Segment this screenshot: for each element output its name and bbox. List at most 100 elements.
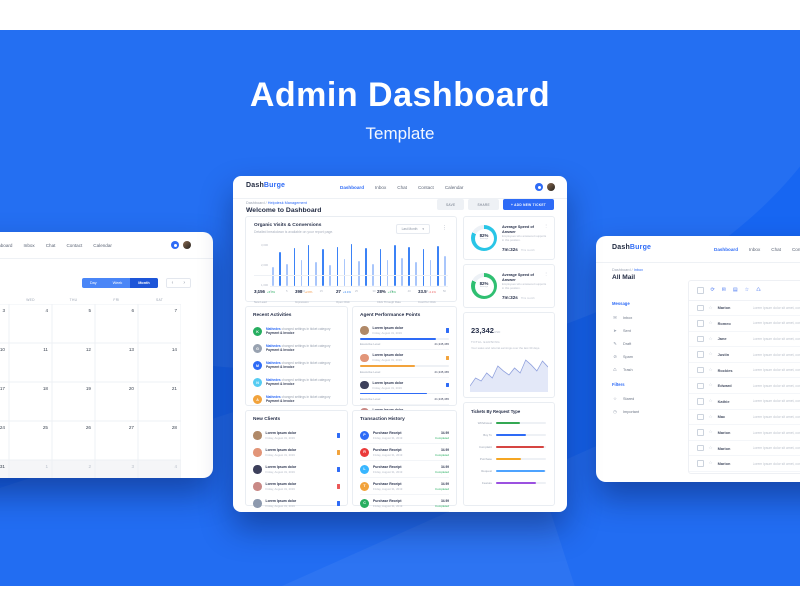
calendar-cell[interactable]: 1 xyxy=(9,460,52,478)
sidebar-item[interactable]: ✎ Draft xyxy=(612,341,678,346)
calendar-cell[interactable]: 27 xyxy=(95,421,138,460)
notification-icon[interactable] xyxy=(535,183,543,191)
nav-dashboard[interactable]: Dashboard xyxy=(340,184,364,190)
row-checkbox[interactable] xyxy=(697,351,704,358)
user-avatar[interactable] xyxy=(547,183,555,191)
sidebar-item[interactable]: ☆ Stared xyxy=(612,396,678,401)
mail-row[interactable]: ☆ Justin Lorem ipsum dolor sit amet, con… xyxy=(689,347,800,363)
nav-inbox[interactable]: Inbox xyxy=(749,246,761,252)
list-item[interactable]: Lorem Ipsum dolor Friday, August 31, 201… xyxy=(360,378,449,405)
nav-contact[interactable]: Contact xyxy=(791,246,800,252)
star-icon[interactable]: ☆ xyxy=(708,304,713,310)
nav-chat[interactable]: Chat xyxy=(45,242,56,248)
list-item[interactable]: Lorem Ipsum dolor Friday, August 31, 201… xyxy=(253,444,340,461)
share-button[interactable]: SHARE xyxy=(468,199,499,210)
calendar-cell[interactable]: 10 xyxy=(0,343,9,382)
row-checkbox[interactable] xyxy=(697,335,704,343)
mail-row[interactable]: ☆ Rockies Lorem ipsum dolor sit amet, co… xyxy=(689,363,800,379)
nav-dashboard[interactable]: Dashboard xyxy=(714,246,738,252)
view-week-button[interactable]: Week xyxy=(112,281,123,285)
list-item[interactable]: N Mathedes changed settings in ticket ca… xyxy=(253,374,340,391)
sidebar-item[interactable]: ⊘ Spam xyxy=(612,354,678,359)
row-checkbox[interactable] xyxy=(697,413,704,421)
add-new-ticket-button[interactable]: + ADD NEW TICKET xyxy=(502,199,554,210)
star-icon[interactable]: ☆ xyxy=(708,320,713,326)
bookmark-icon[interactable] xyxy=(446,355,449,361)
mail-row[interactable]: ☆ Marion Lorem ipsum dolor sit amet, con… xyxy=(689,425,800,441)
nav-chat[interactable]: Chat xyxy=(397,184,407,190)
kebab-menu-icon[interactable]: ⋮ xyxy=(544,271,548,276)
calendar-cell[interactable]: 18 xyxy=(9,382,52,421)
nav-chat[interactable]: Chat xyxy=(771,246,781,252)
kebab-menu-icon[interactable]: ⋮ xyxy=(544,223,548,228)
star-icon[interactable]: ☆ xyxy=(708,382,713,388)
calendar-cell[interactable]: 28 xyxy=(138,421,181,460)
calendar-cell[interactable]: 21 xyxy=(138,382,181,421)
next-month-button[interactable]: › xyxy=(178,279,190,287)
list-item[interactable]: R Purchase Receipt Friday, August 31, 20… xyxy=(360,444,449,461)
trash-icon[interactable]: ♺ xyxy=(756,286,761,293)
folder-icon[interactable]: ▤ xyxy=(732,286,738,293)
sidebar-item[interactable]: ◷ Important xyxy=(612,409,678,414)
star-icon[interactable]: ☆ xyxy=(708,413,713,419)
calendar-cell[interactable]: 31 xyxy=(0,460,9,478)
list-item[interactable]: T Purchase Receipt Friday, August 31, 20… xyxy=(360,478,449,495)
calendar-cell[interactable]: 20 xyxy=(95,382,138,421)
prev-month-button[interactable]: ‹ xyxy=(166,279,179,287)
view-day-button[interactable]: Day xyxy=(89,281,97,285)
mail-row[interactable]: ☆ Edward Lorem ipsum dolor sit amet, con… xyxy=(689,378,800,395)
list-item[interactable]: A Mathedes changed settings in ticket ca… xyxy=(253,391,340,408)
nav-dashboard[interactable]: Dashboard xyxy=(0,242,13,248)
nav-inbox[interactable]: Inbox xyxy=(23,242,35,248)
row-checkbox[interactable] xyxy=(697,366,704,374)
bookmark-icon[interactable] xyxy=(337,484,340,489)
calendar-cell[interactable]: 4 xyxy=(138,460,181,478)
list-item[interactable]: Lorem Ipsum dolor Friday, August 31, 201… xyxy=(253,427,340,444)
mail-row[interactable]: ☆ Marion Lorem ipsum dolor sit amet, con… xyxy=(689,456,800,473)
view-month-button[interactable]: Month xyxy=(130,278,158,288)
row-checkbox[interactable] xyxy=(697,320,704,327)
list-item[interactable]: M Mathedes changed settings in ticket ca… xyxy=(253,357,340,374)
mail-row[interactable]: ☆ Mac Lorem ipsum dolor sit amet, consec… xyxy=(689,410,800,426)
row-checkbox[interactable] xyxy=(697,429,704,436)
calendar-cell[interactable]: 3 xyxy=(95,460,138,478)
nav-calendar[interactable]: Calendar xyxy=(444,184,464,190)
kebab-menu-icon[interactable]: ⋮ xyxy=(442,225,447,231)
list-item[interactable]: Lorem Ipsum dolor Friday, August 31, 201… xyxy=(253,461,340,478)
calendar-cell[interactable]: 5 xyxy=(52,304,95,343)
mail-row[interactable]: ☆ Romeo Lorem ipsum dolor sit amet, cons… xyxy=(689,316,800,332)
star-icon[interactable]: ☆ xyxy=(708,398,713,404)
calendar-cell[interactable]: 17 xyxy=(0,382,9,421)
mail-row[interactable]: ☆ Marion Lorem ipsum dolor sit amet, con… xyxy=(689,441,800,457)
star-icon[interactable]: ☆ xyxy=(708,335,713,341)
list-item[interactable]: Lorem Ipsum dolor Friday, August 31, 201… xyxy=(360,350,449,378)
calendar-cell[interactable]: 13 xyxy=(95,343,138,382)
row-checkbox[interactable] xyxy=(697,444,704,452)
list-item[interactable]: Lorem Ipsum dolor Friday, August 31, 201… xyxy=(360,323,449,351)
list-item[interactable]: C Purchase Receipt Friday, August 31, 20… xyxy=(360,495,449,512)
notification-icon[interactable] xyxy=(171,241,179,249)
mail-row[interactable]: ☆ Marion Lorem ipsum dolor sit amet, con… xyxy=(689,301,800,317)
bookmark-icon[interactable] xyxy=(446,328,449,333)
row-checkbox[interactable] xyxy=(697,460,704,467)
calendar-cell[interactable]: 4 xyxy=(9,304,52,343)
sidebar-item[interactable]: ✉ Inbox xyxy=(612,315,678,320)
refresh-icon[interactable]: ⟳ xyxy=(710,286,715,293)
calendar-cell[interactable]: 6 xyxy=(95,304,138,343)
breadcrumb-root[interactable]: Dashboard xyxy=(612,268,631,272)
star-icon[interactable]: ☆ xyxy=(744,286,750,293)
user-avatar[interactable] xyxy=(183,241,191,249)
calendar-cell[interactable]: 3 xyxy=(0,304,9,343)
bookmark-icon[interactable] xyxy=(337,501,340,506)
calendar-cell[interactable]: 11 xyxy=(9,343,52,382)
select-all-checkbox[interactable] xyxy=(697,287,704,294)
star-icon[interactable]: ☆ xyxy=(708,366,713,372)
mail-row[interactable]: ☆ Jane Lorem ipsum dolor sit amet, conse… xyxy=(689,332,800,348)
list-item[interactable]: Lorem Ipsum dolor Friday, August 31, 201… xyxy=(253,478,340,495)
calendar-cell[interactable]: 24 xyxy=(0,421,9,460)
nav-contact[interactable]: Contact xyxy=(66,242,83,248)
nav-contact[interactable]: Contact xyxy=(417,184,434,190)
mail-icon[interactable]: ✉ xyxy=(721,286,726,293)
nav-inbox[interactable]: Inbox xyxy=(375,184,387,190)
breadcrumb-root[interactable]: Dashboard xyxy=(246,201,265,205)
